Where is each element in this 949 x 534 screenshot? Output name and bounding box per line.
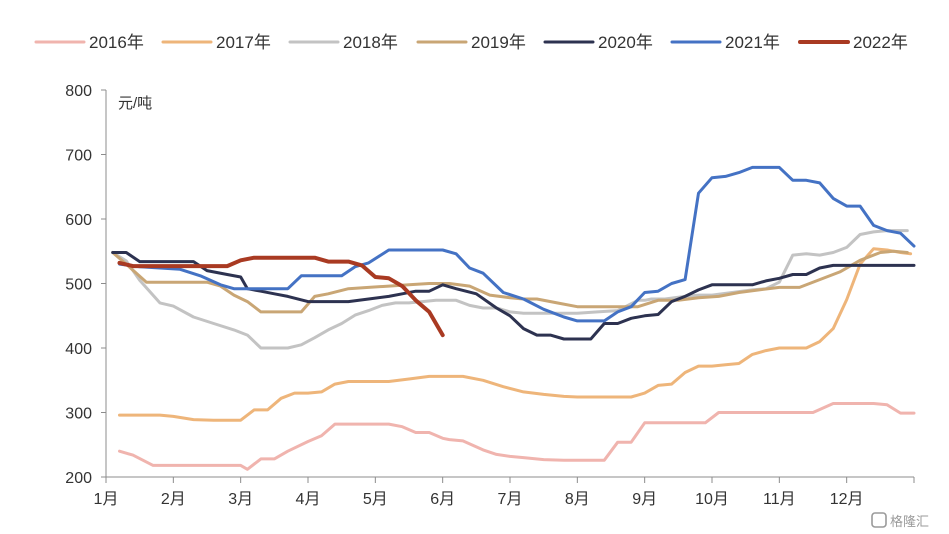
x-tick-label: 7月 [498,491,523,508]
y-tick-label: 800 [65,83,92,100]
y-axis-unit-label: 元/吨 [118,95,152,112]
x-tick-label: 5月 [363,491,388,508]
chart-axes: 200 300 400 500 600 700 800 1月 2月 3月 4月 5月 6月 7月 8月 9月 1… [65,83,915,508]
series-line-2016年 [118,402,916,471]
y-tick-label: 400 [65,341,92,358]
chart-legend: 2016年 2017年 2018年 2019年 2020年 2021年 2022年 [34,33,908,52]
y-tick-label: 200 [65,470,92,487]
legend-entry: 2020年 [598,33,653,52]
legend-entry: 2016年 [89,33,144,52]
x-tick-label: 6月 [430,491,455,508]
x-tick-label: 3月 [228,491,253,508]
series-line-2017年 [118,247,913,422]
series-line-2018年 [111,229,909,350]
x-tick-label: 2月 [161,491,186,508]
x-tick-label: 9月 [632,491,657,508]
legend-entry: 2017年 [216,33,271,52]
series-line-2019年 [111,249,909,314]
series-line-2022年 [117,255,445,338]
legend-entry: 2019年 [471,33,526,52]
series-line-2020年 [111,251,916,341]
legend-entry: 2021年 [725,33,780,52]
y-tick-label: 600 [65,212,92,229]
x-tick-label: 8月 [565,491,590,508]
y-tick-label: 300 [65,406,92,423]
y-tick-label: 700 [65,148,92,165]
x-tick-label: 12月 [830,491,864,508]
y-tick-label: 500 [65,277,92,294]
series-line-2021年 [118,165,916,323]
chart-series-lines [111,165,916,471]
watermark-text: 格隆汇 [890,514,929,529]
x-tick-label: 4月 [296,491,321,508]
watermark: 格隆汇 [871,512,929,529]
x-tick-label: 1月 [94,491,119,508]
legend-entry: 2022年 [853,33,908,52]
x-tick-label: 11月 [763,491,796,508]
legend-entry: 2018年 [343,33,398,52]
x-tick-label: 10月 [695,491,729,508]
watermark-logo-icon [871,512,887,528]
